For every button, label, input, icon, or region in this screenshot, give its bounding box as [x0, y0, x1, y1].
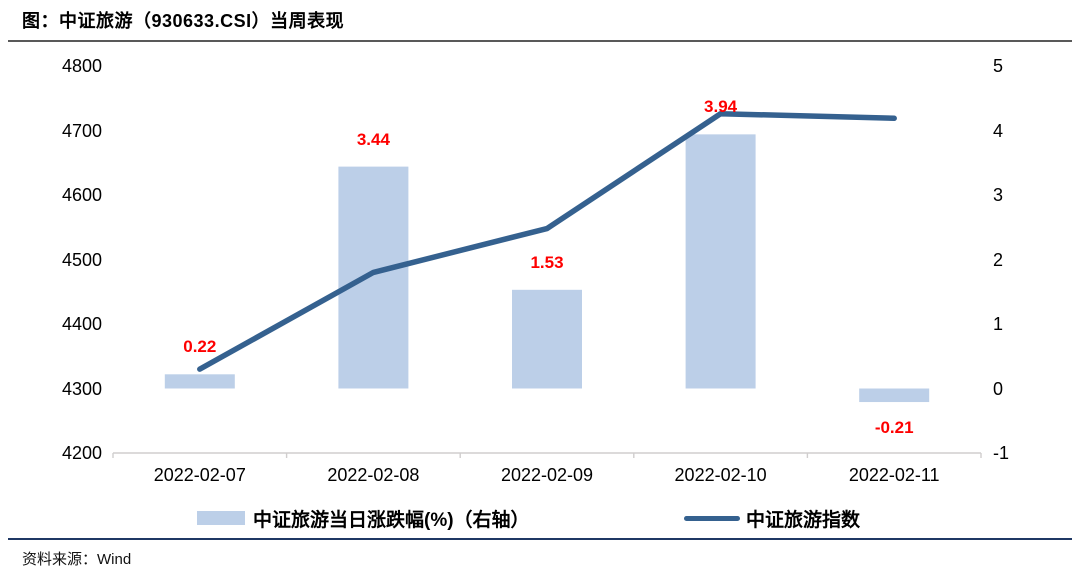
bar-swatch-icon [197, 511, 245, 525]
index-line [197, 110, 897, 372]
data-label-2022-02-07: 0.22 [183, 337, 217, 357]
y-tick-left-4200: 4200 [61, 443, 102, 463]
line-swatch-icon [684, 515, 740, 521]
chart-title: 图：中证旅游（930633.CSI）当周表现 [22, 11, 345, 31]
y-tick-left-4300: 4300 [61, 378, 102, 399]
bar-2022-02-11 [859, 388, 930, 403]
y-tick-left-4800: 4800 [61, 56, 102, 76]
y-tick-right-5: 5 [993, 56, 1004, 76]
source-note: 资料来源：Wind [22, 551, 132, 568]
y-tick-left-4500: 4500 [61, 249, 102, 270]
y-tick-right-2: 2 [993, 249, 1004, 270]
y-tick-right-3: 3 [993, 185, 1004, 205]
title-divider [8, 40, 1072, 42]
y-tick-left-4600: 4600 [61, 185, 102, 205]
y-tick-right-0: 0 [993, 378, 1004, 399]
x-tick-2022-02-10: 2022-02-10 [674, 465, 767, 485]
y-tick-left-4400: 4400 [61, 314, 102, 334]
bar-2022-02-10 [685, 134, 756, 389]
x-tick-2022-02-07: 2022-02-07 [153, 465, 246, 485]
y-tick-left-4700: 4700 [61, 120, 102, 141]
data-label-2022-02-10: 3.94 [704, 97, 738, 117]
legend-label-bar: 中证旅游当日涨跌幅(%)（右轴） [253, 509, 530, 531]
bar-2022-02-07 [164, 374, 235, 389]
legend-label-line: 中证旅游指数 [746, 509, 861, 531]
footer-divider [8, 538, 1072, 540]
data-label-2022-02-11: -0.21 [874, 418, 914, 438]
x-tick-2022-02-08: 2022-02-08 [327, 465, 420, 485]
legend-item-bar: 中证旅游当日涨跌幅(%)（右轴） [197, 505, 530, 531]
data-label-2022-02-08: 3.44 [356, 129, 390, 149]
y-tick-right-4: 4 [993, 120, 1004, 141]
y-tick-right--1: -1 [993, 443, 1010, 463]
legend-item-line: 中证旅游指数 [684, 505, 860, 531]
bar-2022-02-09 [512, 289, 582, 389]
x-tick-2022-02-09: 2022-02-09 [500, 465, 594, 485]
bar-2022-02-08 [338, 166, 409, 389]
data-label-2022-02-09: 1.53 [530, 252, 564, 272]
y-tick-right-1: 1 [993, 314, 1004, 334]
x-tick-2022-02-11: 2022-02-11 [848, 465, 940, 485]
